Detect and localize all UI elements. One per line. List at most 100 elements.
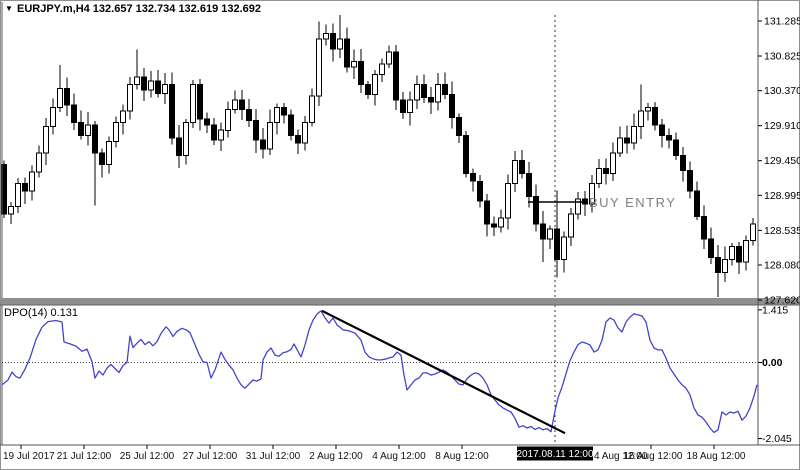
candle-body bbox=[281, 106, 287, 116]
candle-body bbox=[85, 124, 91, 137]
candle-body bbox=[526, 173, 532, 197]
candle-body bbox=[428, 97, 434, 103]
candle-body bbox=[239, 99, 245, 111]
candle-body bbox=[519, 160, 525, 175]
dpo-indicator-panel bbox=[1, 309, 758, 435]
candle-body bbox=[477, 180, 483, 202]
candle-body bbox=[470, 173, 476, 182]
candle-body bbox=[708, 238, 714, 258]
candle-body bbox=[715, 256, 721, 274]
candle-body bbox=[358, 61, 364, 85]
candle-body bbox=[617, 137, 623, 154]
candle-body bbox=[554, 228, 560, 261]
candle-body bbox=[435, 84, 441, 103]
buy-entry-label[interactable]: BUY ENTRY bbox=[589, 195, 676, 210]
dpo-indicator-label: DPO(14) 0.131 bbox=[4, 307, 78, 319]
candle-body bbox=[505, 183, 511, 219]
time-axis-label: 25 Jul 12:00 bbox=[120, 451, 175, 462]
price-axis: 131.285 130.825 130.370 129.910 129.450 128.9… bbox=[758, 16, 800, 445]
candle-body bbox=[638, 110, 644, 127]
candle-body bbox=[736, 246, 742, 263]
candle-body bbox=[225, 109, 231, 131]
candle-body bbox=[673, 139, 679, 156]
candle-body bbox=[512, 160, 518, 184]
candle-body bbox=[260, 139, 266, 150]
candle-body bbox=[645, 106, 651, 112]
candle-body bbox=[148, 80, 154, 91]
symbol-dropdown-icon[interactable]: ▼ bbox=[5, 4, 13, 13]
candle-body bbox=[183, 122, 189, 156]
candle-body bbox=[596, 167, 602, 185]
candle-body bbox=[568, 213, 574, 238]
candle-body bbox=[624, 137, 630, 144]
candle-body bbox=[449, 94, 455, 118]
candle-body bbox=[372, 74, 378, 95]
time-axis-label: 27 Jul 12:00 bbox=[183, 451, 238, 462]
candle-body bbox=[456, 116, 462, 137]
candle-body bbox=[246, 109, 252, 121]
candle-body bbox=[680, 154, 686, 172]
candle-body bbox=[330, 33, 336, 50]
time-axis-label: 4 Aug 12:00 bbox=[372, 451, 426, 462]
price-axis-label: 128.080 bbox=[764, 260, 800, 272]
candle-body bbox=[694, 190, 700, 217]
candle-body bbox=[603, 167, 609, 175]
time-axis-label: 21 Jul 12:00 bbox=[57, 451, 112, 462]
price-axis-label: 128.995 bbox=[764, 190, 800, 202]
candle-body bbox=[344, 38, 350, 68]
candle-body bbox=[113, 122, 119, 143]
candle-body bbox=[99, 152, 105, 166]
candle-body bbox=[463, 135, 469, 175]
candle-body bbox=[211, 124, 217, 141]
candlestick-series bbox=[1, 15, 756, 297]
time-axis-label: 4 Aug 12:00 bbox=[594, 451, 648, 462]
candle-body bbox=[729, 246, 735, 261]
candle-body bbox=[309, 95, 315, 124]
candle-body bbox=[190, 84, 196, 124]
candle-body bbox=[393, 51, 399, 101]
candle-body bbox=[575, 198, 581, 215]
time-axis-label: 16 Aug 12:00 bbox=[624, 451, 683, 462]
candle-body bbox=[162, 84, 168, 95]
time-axis: 19 Jul 2017 21 Jul 12:00 25 Jul 12:00 27 Ju… bbox=[3, 445, 746, 462]
dpo-trendline[interactable] bbox=[321, 309, 566, 435]
candle-body bbox=[442, 84, 448, 95]
time-axis-label: 2 Aug 12:00 bbox=[309, 451, 363, 462]
candle-body bbox=[127, 84, 133, 112]
candle-body bbox=[610, 152, 616, 175]
candle-body bbox=[232, 99, 238, 111]
candle-body bbox=[267, 122, 273, 150]
candle-body bbox=[589, 183, 595, 205]
candle-body bbox=[288, 114, 294, 137]
crosshair-time-box bbox=[517, 446, 593, 461]
time-axis-label: 31 Jul 12:00 bbox=[246, 451, 301, 462]
candle-body bbox=[218, 129, 224, 141]
indicator-scale-label: 0.00 bbox=[762, 357, 783, 369]
candle-body bbox=[498, 217, 504, 228]
candle-body bbox=[15, 183, 21, 207]
candle-body bbox=[36, 152, 42, 173]
candle-body bbox=[743, 240, 749, 263]
candle-body bbox=[71, 104, 77, 124]
candle-body bbox=[22, 183, 28, 192]
candle-body bbox=[29, 171, 35, 192]
candle-body bbox=[666, 135, 672, 141]
price-axis-label: 130.370 bbox=[764, 85, 800, 97]
candle-body bbox=[400, 99, 406, 114]
candle-body bbox=[652, 106, 658, 126]
candle-body bbox=[134, 76, 140, 86]
candle-body bbox=[407, 99, 413, 114]
candle-body bbox=[631, 125, 637, 144]
candle-body bbox=[547, 228, 553, 240]
candle-body bbox=[274, 106, 280, 124]
candle-body bbox=[43, 125, 49, 154]
candle-body bbox=[120, 110, 126, 124]
candle-body bbox=[337, 38, 343, 50]
chart-title-ohlc: EURJPY.m,H4 132.657 132.734 132.619 132.… bbox=[17, 3, 261, 15]
candle-body bbox=[176, 137, 182, 156]
panel-separator[interactable] bbox=[0, 298, 800, 305]
indicator-scale-label: 1.415 bbox=[762, 304, 788, 316]
